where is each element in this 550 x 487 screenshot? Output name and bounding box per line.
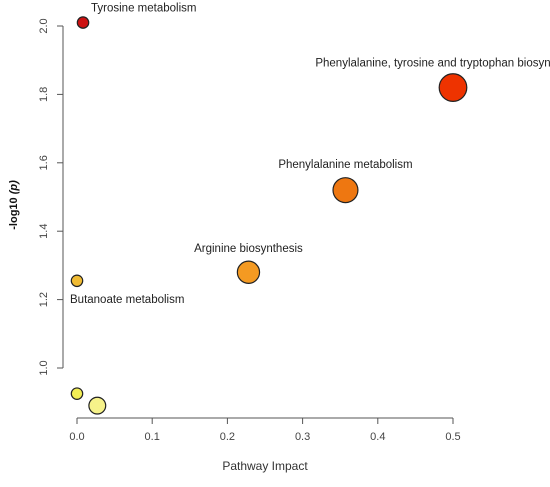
y-tick-label: 1.2 xyxy=(38,292,50,307)
x-tick-label: 0.0 xyxy=(69,431,84,443)
x-tick-label: 0.2 xyxy=(220,431,235,443)
x-axis-title: Pathway Impact xyxy=(222,459,308,473)
data-point-label: Arginine biosynthesis xyxy=(194,243,303,255)
x-tick-label: 0.3 xyxy=(295,431,310,443)
data-point xyxy=(236,260,261,284)
axes: 0.0 0.1 0.2 0.3 0.4 0.5 1.0 1.2 1.4 1.6 1.8 2.0 xyxy=(38,18,461,443)
x-tick-label: 0.1 xyxy=(145,431,160,443)
data-point xyxy=(332,177,359,204)
y-tick-label: 1.6 xyxy=(38,155,50,170)
y-tick-label: 2.0 xyxy=(38,18,50,33)
data-point-label: Butanoate metabolism xyxy=(70,294,184,306)
point-labels: Tyrosine metabolism Phenylalanine, tyrosi… xyxy=(70,3,550,306)
data-point xyxy=(76,16,90,29)
y-tick-label: 1.8 xyxy=(38,87,50,102)
x-tick-label: 0.4 xyxy=(370,431,385,443)
data-point-label: Tyrosine metabolism xyxy=(91,3,196,15)
y-tick-label: 1.4 xyxy=(38,224,50,239)
y-axis-title: -log10 (p) xyxy=(8,180,20,230)
data-point xyxy=(88,396,107,415)
data-point xyxy=(70,274,84,288)
x-tick-label: 0.5 xyxy=(445,431,460,443)
data-points xyxy=(70,16,468,415)
data-point xyxy=(438,73,468,102)
data-point xyxy=(70,387,84,400)
data-point-label: Phenylalanine, tyrosine and tryptophan b… xyxy=(315,58,550,70)
y-tick-label: 1.0 xyxy=(38,360,50,375)
data-point-label: Phenylalanine metabolism xyxy=(278,159,412,171)
